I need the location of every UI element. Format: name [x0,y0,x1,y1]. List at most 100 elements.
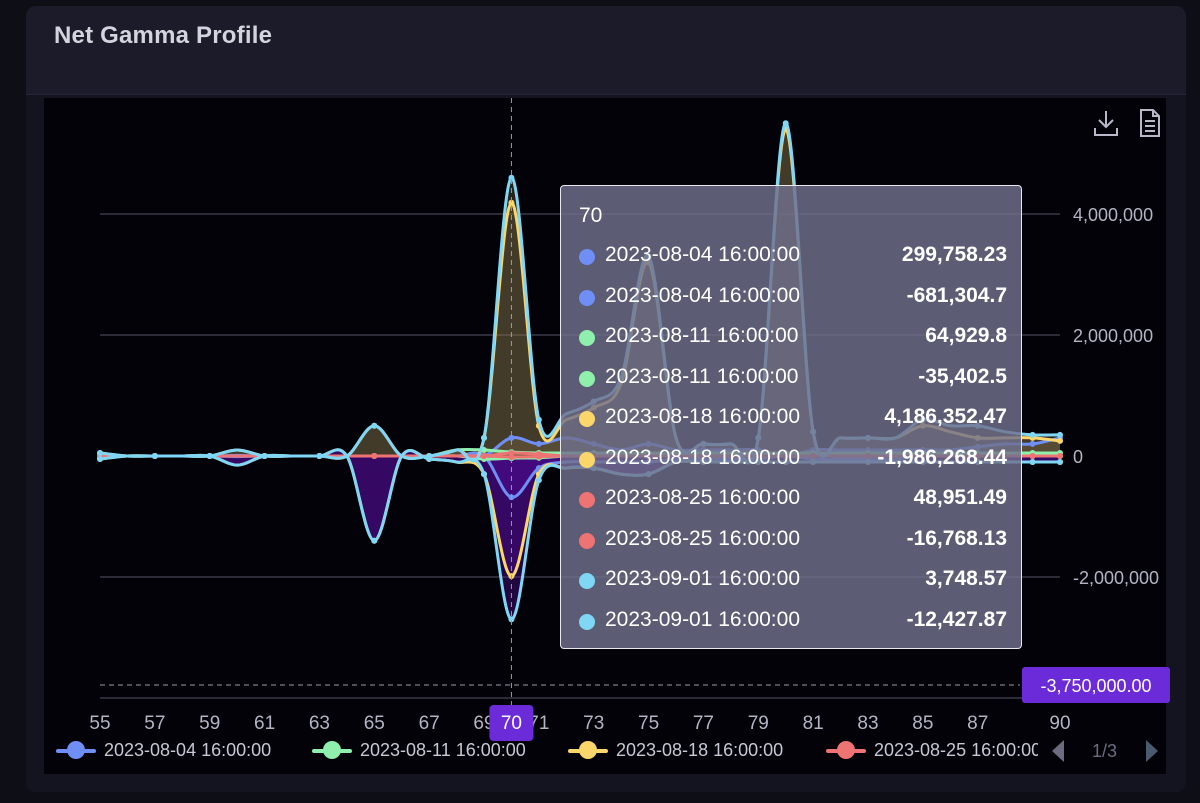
data-point[interactable] [508,616,515,623]
legend-page: 1/3 [1092,741,1118,761]
tooltip-row: 2023-08-18 16:00:00 4,186,352.47 [579,403,1007,433]
x-tick-label: 83 [857,713,878,734]
data-point[interactable] [1057,437,1063,444]
tooltip-row: 2023-09-01 16:00:00 3,748.57 [579,565,1007,595]
data-point[interactable] [481,453,487,459]
x-tick-label: 85 [912,713,933,734]
legend-item[interactable]: 2023-08-18 16:00:00 [568,738,818,764]
x-tick-label: 63 [309,713,330,734]
tooltip-title: 70 [579,204,603,227]
data-point[interactable] [151,453,158,459]
tooltip-series-name: 2023-08-25 16:00:00 [605,486,800,509]
tooltip-series-value: 64,929.8 [925,324,1007,347]
data-point[interactable] [535,416,542,423]
crosshair-y-badge [1022,667,1170,703]
tooltip-series-name: 2023-08-11 16:00:00 [605,324,799,347]
legend-label: 2023-08-04 16:00:00 [104,740,272,760]
document-icon[interactable] [1136,108,1164,138]
data-point[interactable] [371,422,378,429]
crosshair-y-label: -3,750,000.00 [1040,676,1151,696]
legend-dot-icon [67,741,85,759]
legend-item[interactable]: 2023-08-11 16:00:00 [312,738,562,764]
data-point[interactable] [371,453,378,459]
tooltip-row: 2023-08-11 16:00:00 64,929.8 [579,322,1007,352]
series-dot-icon [579,249,595,265]
tooltip-row: 2023-08-25 16:00:00 -16,768.13 [579,525,1007,555]
tooltip-row: 2023-08-25 16:00:00 48,951.49 [579,484,1007,514]
tooltip-series-name: 2023-08-04 16:00:00 [605,283,800,307]
page-title: Net Gamma Profile [54,22,273,49]
download-icon[interactable] [1092,108,1120,138]
tooltip-row: 2023-08-04 16:00:00 299,758.23 [579,241,1007,271]
data-point[interactable] [535,477,542,484]
tooltip-row: 2023-08-18 16:00:00 -1,986,268.44 [579,444,1007,474]
tooltip-series-value: 3,748.57 [925,567,1007,590]
data-point[interactable] [1057,431,1063,438]
data-point[interactable] [535,440,542,447]
data-point[interactable] [1057,453,1063,459]
x-tick-label: 73 [583,713,604,734]
data-point[interactable] [1029,440,1036,447]
x-tick-label: 55 [89,713,110,734]
tooltip-series-value: -681,304.7 [906,283,1007,307]
data-point[interactable] [508,434,515,441]
tooltip-series-value: -1,986,268.44 [877,445,1007,469]
x-tick-label: 71 [528,713,549,734]
x-tick-label: 87 [967,713,988,734]
data-point[interactable] [481,434,487,441]
data-point[interactable] [371,537,378,544]
legend-dot-icon [837,741,855,759]
tooltip-series-name: 2023-09-01 16:00:00 [605,567,800,590]
series-dot-icon [579,492,595,508]
series-dot-icon [579,330,595,346]
tooltip-series-value: 299,758.23 [901,243,1007,266]
legend-item[interactable]: 2023-08-04 16:00:00 [56,738,306,764]
data-point[interactable] [1057,459,1063,466]
data-point[interactable] [1029,459,1036,466]
x-tick-label: 77 [693,713,714,734]
x-tick-label: 75 [638,713,659,734]
data-point[interactable] [508,454,515,461]
data-point[interactable] [508,174,515,181]
legend-label: 2023-08-18 16:00:00 [616,740,784,760]
x-tick-label: 65 [364,713,385,734]
series-dot-icon [579,613,595,630]
data-point[interactable] [1029,431,1036,438]
tooltip-series-name: 2023-08-11 16:00:00 [605,364,799,388]
data-point[interactable] [535,453,542,460]
tooltip-series-value: -35,402.5 [918,364,1007,388]
x-tick-label: 57 [144,713,165,734]
x-tick-label: 81 [803,713,824,734]
tooltip-series-name: 2023-09-01 16:00:00 [605,607,800,631]
data-point[interactable] [782,120,789,127]
data-point[interactable] [426,456,433,463]
tooltip-row: 2023-09-01 16:00:00 -12,427.87 [579,606,1007,636]
legend-dot-icon [579,741,597,759]
y-tick-label: 4,000,000 [1073,205,1153,225]
data-point[interactable] [206,453,213,459]
tooltip-series-name: 2023-08-04 16:00:00 [605,243,800,266]
data-point[interactable] [508,199,515,206]
legend-label: 2023-08-11 16:00:00 [360,740,526,760]
data-point[interactable] [481,471,487,478]
data-point[interactable] [97,449,103,456]
data-point[interactable] [261,453,268,459]
legend-item[interactable]: 2023-08-25 16:00:00 [826,738,1038,764]
tooltip-series-name: 2023-08-18 16:00:00 [605,445,800,469]
data-point[interactable] [1029,453,1036,459]
x-tick-label: 59 [199,713,220,734]
card-header: Net Gamma Profile [26,6,1186,95]
x-tick-label: 79 [748,713,769,734]
data-point[interactable] [97,456,103,463]
tooltip-series-value: -12,427.87 [906,607,1007,631]
tooltip-series-value: -16,768.13 [906,526,1007,550]
tooltip-series-value: 4,186,352.47 [884,405,1007,428]
x-tick-label: 67 [419,713,440,734]
series-dot-icon [579,411,595,427]
data-point[interactable] [316,453,323,459]
legend-dot-icon [323,741,341,759]
series-dot-icon [579,370,595,387]
tooltip-series-name: 2023-08-25 16:00:00 [605,526,800,550]
y-tick-label: 2,000,000 [1073,326,1153,346]
tooltip-series-name: 2023-08-18 16:00:00 [605,405,800,428]
